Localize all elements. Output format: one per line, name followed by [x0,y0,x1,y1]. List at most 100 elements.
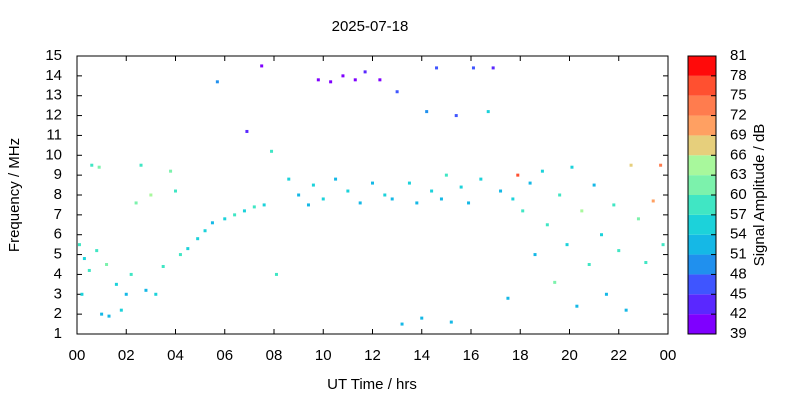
colorbar-band [688,95,716,116]
colorbar-band [688,254,716,275]
data-point [459,185,463,189]
colorbar-tick-label: 51 [730,246,747,263]
data-point [311,183,315,187]
data-point [383,193,387,197]
data-point [491,66,495,70]
y-tick-label: 9 [54,166,62,183]
data-point [274,272,278,276]
data-point [580,209,584,213]
y-tick-label: 15 [45,47,62,64]
y-tick-label: 8 [54,186,62,203]
data-point [95,249,99,253]
data-point [90,163,94,167]
colorbar-tick-label: 75 [730,87,747,104]
data-point [624,308,628,312]
data-point [553,280,557,284]
data-point [612,203,616,207]
data-point [358,201,362,205]
data-point [321,197,325,201]
colorbar-label: Signal Amplitude / dB [751,124,768,267]
x-tick-label: 04 [167,347,184,364]
y-tick-label: 3 [54,285,62,302]
data-point [105,263,109,266]
colorbar-tick-label: 81 [730,47,747,64]
x-tick-label: 10 [315,347,332,364]
y-tick-label: 6 [54,226,62,243]
data-point [245,129,249,133]
data-point [341,74,345,78]
data-point [435,66,439,70]
data-point [154,292,158,296]
data-point [439,197,443,201]
data-point [644,261,648,265]
y-tick-label: 2 [54,305,62,322]
data-point [215,80,219,84]
y-tick-label: 12 [45,107,62,124]
data-point [486,110,490,114]
data-point [252,205,256,209]
y-tick-label: 11 [46,126,62,143]
data-point [533,253,537,257]
colorbar-tick-label: 48 [730,265,747,282]
data-point [528,181,532,185]
y-tick-label: 10 [45,146,62,163]
data-point [223,217,227,221]
colorbar-band [688,115,716,136]
colorbar-tick-label: 72 [730,107,747,124]
data-point [371,181,374,185]
data-point [262,203,266,207]
data-point [87,268,91,272]
colorbar-tick-label: 69 [730,126,747,143]
data-point [161,264,165,268]
plot-frame [76,55,669,335]
x-tick-label: 20 [561,347,578,364]
data-point [516,173,520,177]
x-tick-label: 00 [69,347,86,364]
y-tick-label: 13 [45,87,62,104]
data-point [617,249,621,253]
colorbar-band [688,175,716,195]
colorbar-band [688,214,716,235]
data-point [260,64,264,68]
data-point [97,165,101,169]
data-point [297,193,301,197]
data-point [390,197,394,201]
y-tick-label: 14 [45,67,62,84]
data-point [415,201,419,205]
data-point [600,233,604,237]
data-point [353,78,357,82]
data-point [592,183,596,187]
x-tick-label: 08 [266,347,283,364]
data-point [378,78,382,82]
colorbar-tick-label: 45 [730,285,747,302]
data-point [565,243,569,247]
colorbar-tick-label: 42 [730,305,747,322]
data-point [506,296,510,300]
x-tick-label: 14 [413,347,430,364]
data-point [651,199,655,203]
data-point [471,66,475,70]
data-point [604,292,608,296]
data-point [210,221,214,225]
data-point [661,243,665,247]
colorbar-band [688,56,716,76]
data-point [139,163,143,167]
data-point [149,193,153,197]
data-point [587,263,591,266]
data-point [186,247,190,251]
x-axis-label: UT Time / hrs [327,376,417,393]
colorbar-tick-label: 63 [730,166,747,183]
data-point [270,149,274,153]
data-point [316,78,320,82]
data-point [203,229,207,233]
data-point [499,189,503,193]
data-point [545,223,549,227]
data-point [329,80,333,84]
x-tick-label: 12 [364,347,381,364]
x-tick-label: 00 [660,347,677,364]
data-point [306,203,310,207]
data-point [449,320,453,324]
data-point [100,312,104,316]
x-tick-label: 22 [610,347,627,364]
